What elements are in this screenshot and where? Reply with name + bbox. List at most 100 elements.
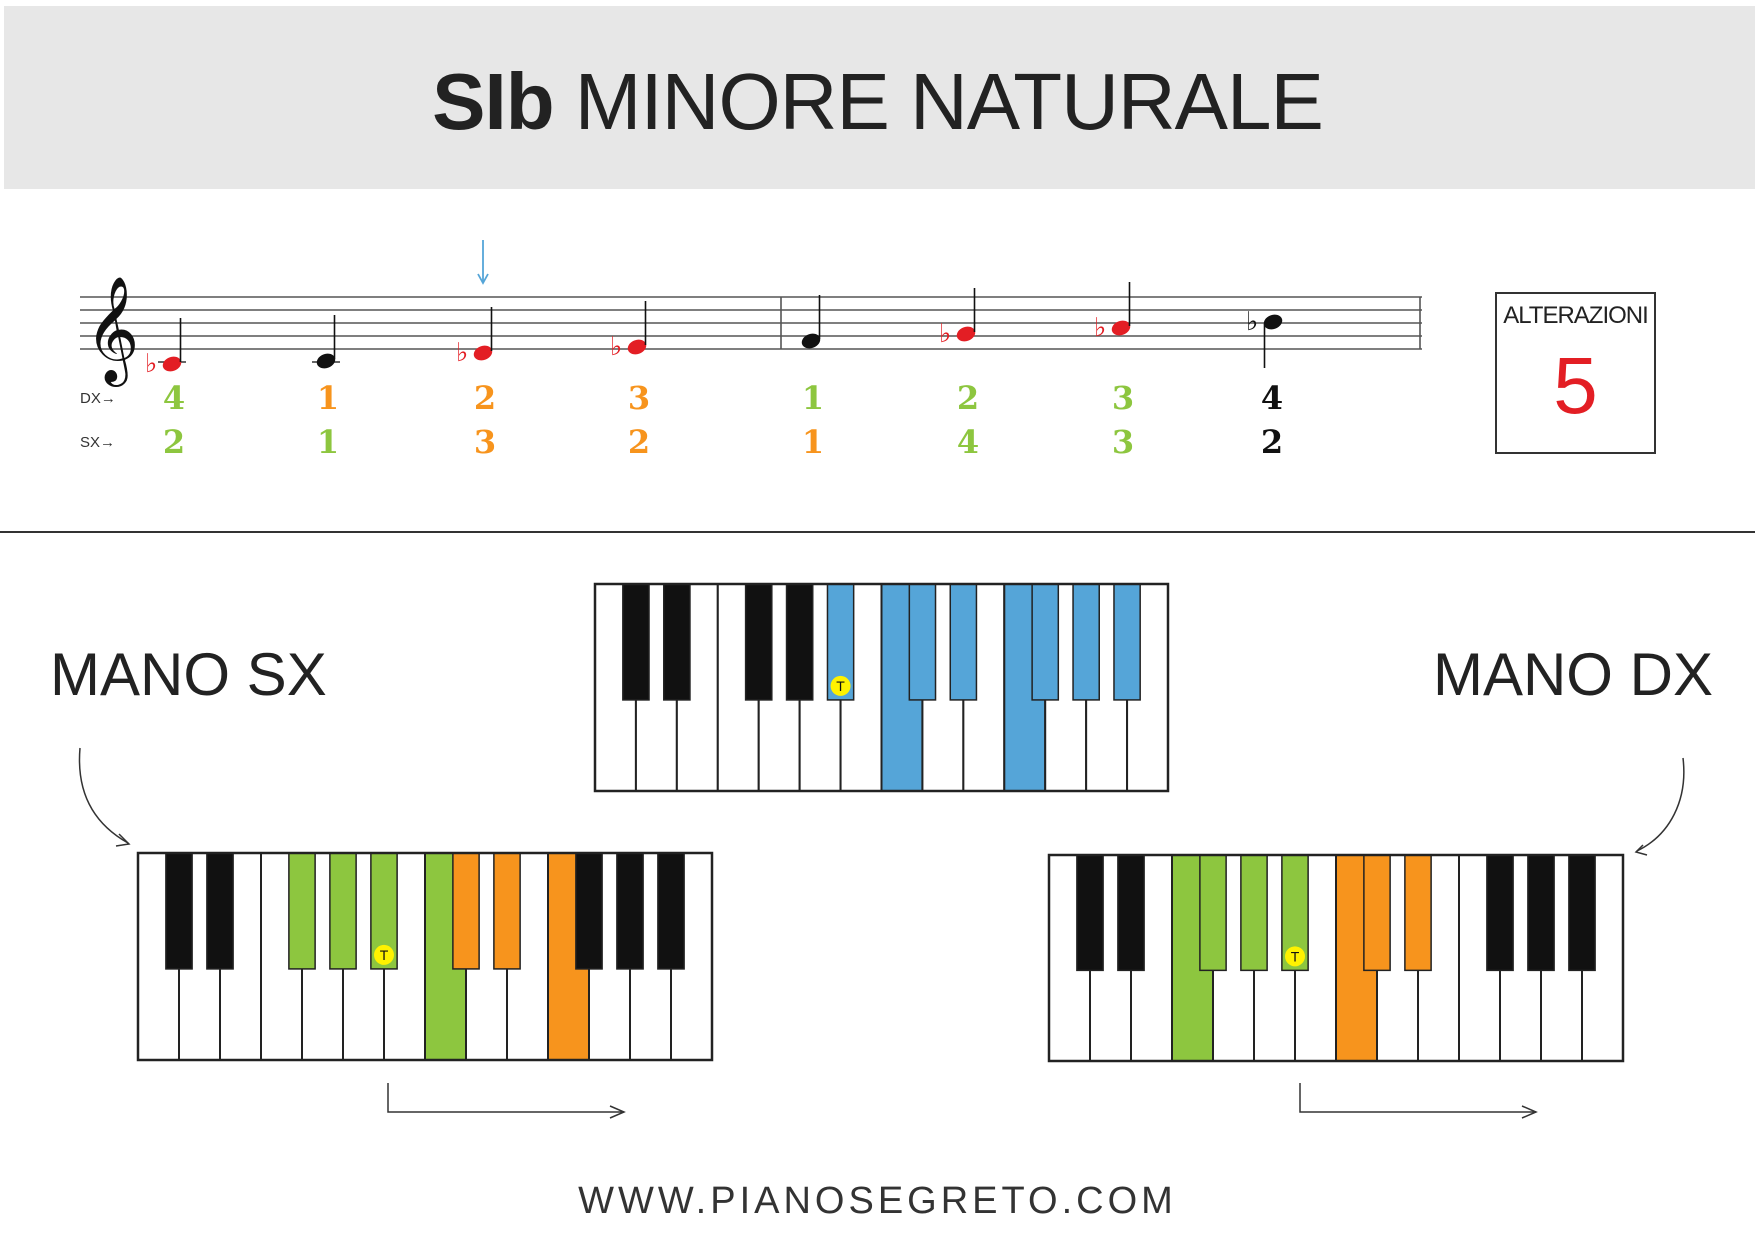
finger-number-right: 2 [474,379,496,417]
black-key [663,583,691,701]
finger-number-left: 2 [163,423,185,461]
finger-number-right: 1 [802,379,824,417]
black-key [657,852,685,970]
note-head [801,333,821,349]
scale-note: ♭ [456,307,493,368]
finger-number-left: 2 [1261,423,1283,461]
black-key [1240,854,1268,972]
alterations-label: ALTERAZIONI [1503,302,1649,329]
black-key [622,583,650,701]
black-key [908,583,937,701]
black-key [1076,854,1104,972]
finger-number-left: 3 [1112,423,1134,461]
black-key [1363,854,1391,972]
finger-number-left: 1 [317,423,339,461]
keyboard-frame [136,851,714,1062]
black-key [785,583,814,701]
note-head [956,326,976,342]
left-direction-arrow-icon [387,1083,626,1119]
page-title: SIb MINORE NATURALE [0,52,1755,152]
tonic-marker-icon [830,675,851,696]
scale-note [801,295,821,349]
staff [80,296,1422,350]
tonic-marker-icon [374,944,394,965]
black-key [949,583,978,701]
scale-note: ♭ [1094,282,1131,343]
finger-number-right: 4 [163,379,185,417]
black-key [1568,854,1596,972]
note-head [1263,314,1283,330]
right-hand-finger-label: DX→ [80,390,116,407]
flat-icon: ♭ [145,349,157,379]
black-key [744,583,773,701]
left-pointer-head [115,833,131,847]
note-head [473,345,493,361]
black-key [206,852,234,970]
treble-clef-icon: 𝄞 [85,275,139,387]
flat-icon: ♭ [1094,313,1106,343]
note-head [316,353,336,369]
scale-note: ♭ [145,318,186,379]
left-hand-pointer-icon [78,747,129,844]
scale-note [312,315,340,369]
finger-number-left: 1 [802,423,824,461]
black-key [616,852,644,970]
note-head [627,339,647,355]
scale-note: ♭ [610,301,647,362]
note-head [162,356,182,372]
black-key [329,852,357,970]
right-hand-label: MANO DX [1432,641,1713,708]
notes-layer: ♭ ♭ ♭ ♭ ♭ ♭ [145,282,1283,379]
right-pointer-head [1634,844,1648,856]
finger-number-left: 4 [957,423,979,461]
scale-note: ♭ [939,288,976,349]
keyboard-scale-overview: T [593,582,1170,793]
finger-number-right: 1 [317,379,339,417]
finger-number-right: 2 [957,379,979,417]
black-key [288,852,316,970]
finger-number-right: 3 [1112,379,1134,417]
left-hand-label: MANO SX [50,641,327,708]
finger-number-right: 4 [1261,379,1283,417]
black-key [1031,583,1060,701]
black-key [1117,854,1145,972]
finger-number-left: 3 [474,423,496,461]
left-hand-finger-label: SX→ [80,434,115,451]
tonic-marker-label: T [380,947,389,963]
keyboard-right-hand: T [1047,853,1625,1063]
tonic-marker-label: T [836,678,845,694]
black-key [1199,854,1227,972]
flat-icon: ♭ [1246,307,1258,337]
footer-website: WWW.PIANOSEGRETO.COM [578,1180,1177,1222]
right-direction-arrow-icon [1299,1083,1538,1119]
note-head [1111,320,1131,336]
title-key: SIb [432,57,554,146]
finger-number-right: 3 [628,379,650,417]
black-key [1072,583,1100,701]
right-hand-pointer-icon [1636,757,1685,852]
black-key [1486,854,1514,972]
title-banner [4,6,1755,189]
keyboard-frame [593,582,1170,793]
black-key [1404,854,1432,972]
flat-icon: ♭ [610,332,622,362]
alterations-box: ALTERAZIONI 5 [1495,292,1656,454]
flat-icon: ♭ [939,319,951,349]
scale-note: ♭ [1246,307,1283,368]
keyboard-frame [1047,853,1625,1063]
black-key [1527,854,1555,972]
title-scale-name: MINORE NATURALE [553,57,1324,146]
black-key [1113,583,1141,701]
keyboard-left-hand: T [136,851,714,1062]
finger-number-left: 2 [628,423,650,461]
black-key [575,852,603,970]
alterations-count: 5 [1553,341,1598,430]
black-key [452,852,480,970]
flat-icon: ♭ [456,338,468,368]
black-key [493,852,521,970]
tonic-marker-label: T [1291,948,1300,964]
fingering-layer: 4 2 1 1 2 3 3 2 1 1 2 4 3 3 4 2 [163,379,1283,461]
tonic-marker-icon [1285,946,1305,967]
start-arrow-icon [477,240,489,285]
